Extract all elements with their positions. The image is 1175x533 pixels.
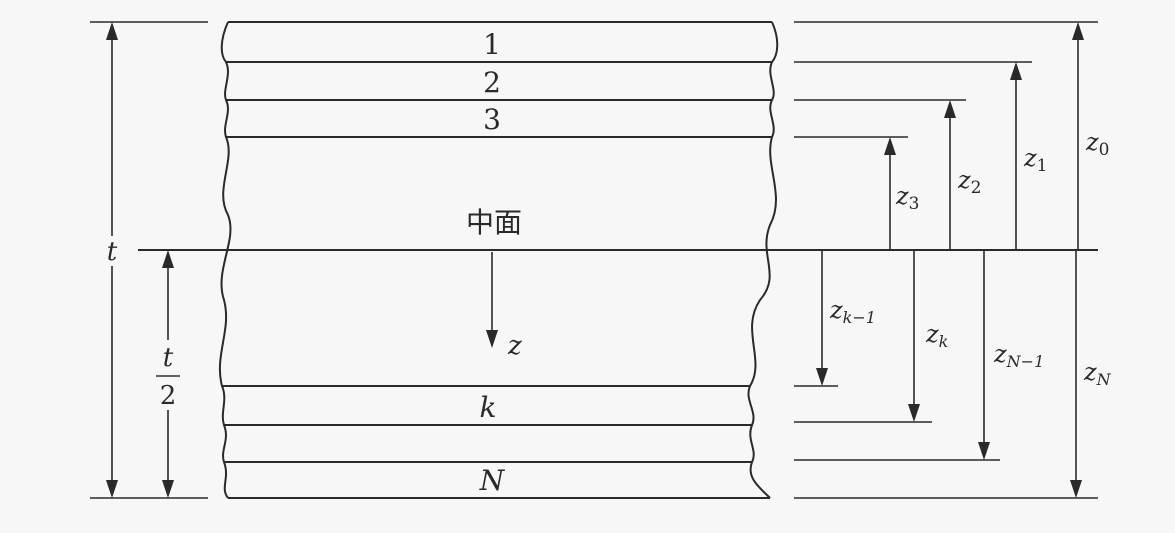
- laminate-right-edge: [747, 21, 779, 499]
- zk-minus-1-label: zk−1: [829, 296, 876, 327]
- laminate-left-edge: [218, 21, 232, 499]
- zN-arrowhead: [1070, 480, 1082, 498]
- label-gap: [100, 236, 126, 266]
- zN-label: zN: [1083, 358, 1112, 389]
- midplane-label: 中面: [466, 206, 522, 239]
- arrowhead-down: [106, 480, 118, 498]
- z-axis-label: z: [507, 331, 522, 361]
- zk-label: zk: [925, 320, 948, 351]
- ply-label-3: 3: [483, 103, 501, 136]
- z3-label: z3: [895, 182, 919, 214]
- z0-label: z0: [1085, 128, 1109, 160]
- z1-arrowhead: [1010, 62, 1022, 80]
- total-thickness-label: t: [107, 237, 118, 267]
- z-axis-arrowhead: [486, 330, 498, 348]
- z0-arrowhead: [1072, 22, 1084, 40]
- half-thickness-numerator: t: [163, 343, 174, 373]
- arrowhead-up: [106, 22, 118, 40]
- zk-arrowhead: [908, 404, 920, 422]
- zN-minus-1-label: zN−1: [993, 340, 1044, 371]
- z1-label: z1: [1023, 144, 1047, 176]
- ply-label-k: k: [480, 391, 497, 424]
- arrowhead-up: [162, 250, 174, 268]
- arrowhead-down: [162, 480, 174, 498]
- z2-arrowhead: [944, 100, 956, 118]
- zN-minus-1-arrowhead: [978, 442, 990, 460]
- ply-label-N: N: [479, 464, 506, 497]
- zk-minus-1-arrowhead: [816, 368, 828, 386]
- ply-label-2: 2: [483, 66, 501, 99]
- half-thickness-denominator: 2: [160, 381, 177, 411]
- z2-label: z2: [957, 166, 981, 198]
- label-gap: [152, 340, 184, 410]
- ply-label-1: 1: [483, 28, 501, 61]
- z3-arrowhead: [884, 137, 896, 155]
